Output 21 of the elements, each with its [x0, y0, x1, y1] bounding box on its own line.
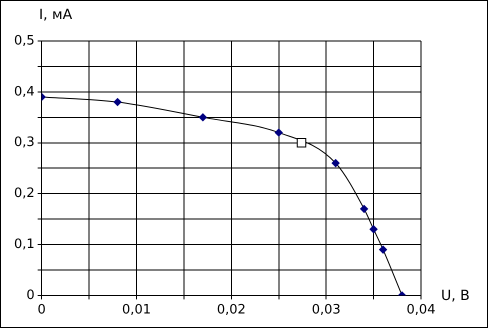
- y-tick-label: 0,1: [14, 236, 35, 252]
- point: [379, 246, 388, 254]
- point: [274, 128, 283, 137]
- y-tick-label: 0,5: [14, 33, 35, 48]
- y-tick-label: 0,3: [14, 135, 35, 150]
- point: [370, 225, 378, 234]
- point: [114, 98, 122, 106]
- x-tick-label: 0,02: [216, 302, 246, 318]
- y-tick-label: 0: [26, 288, 35, 303]
- point: [332, 159, 340, 168]
- y-tick-label: 0,4: [14, 84, 35, 100]
- x-tick-label: 0: [38, 302, 46, 318]
- point: [198, 113, 207, 122]
- x-tick-label: 0,03: [312, 302, 341, 318]
- point: [360, 204, 368, 213]
- x-tick-label: 0,04: [406, 302, 436, 318]
- y-axis-title: I, мА: [39, 7, 72, 23]
- x-tick-label: 0,01: [122, 302, 151, 318]
- x-axis-title: U, В: [441, 288, 470, 304]
- y-tick-label: 0,2: [14, 186, 35, 202]
- point: [296, 138, 306, 148]
